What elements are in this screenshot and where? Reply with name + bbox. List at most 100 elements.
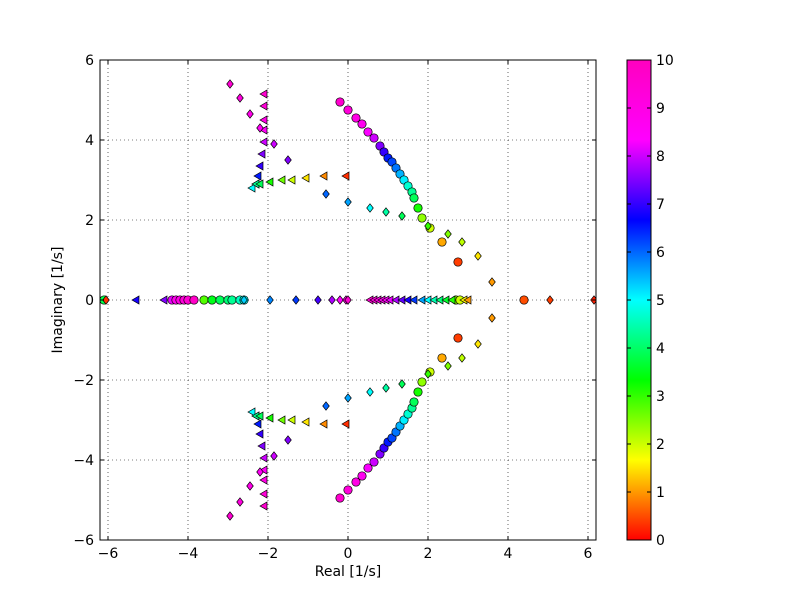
diamond-marker <box>270 451 278 461</box>
x-tick-label: 4 <box>504 546 513 562</box>
diamond-marker <box>322 401 330 411</box>
circle-marker <box>199 295 209 305</box>
diamond-marker <box>382 207 390 217</box>
circle-marker <box>437 353 447 363</box>
diamond-marker <box>344 393 352 403</box>
diamond-marker <box>284 435 292 445</box>
colorbar-tick-label: 2 <box>656 437 665 453</box>
y-tick-label: −6 <box>73 533 94 549</box>
diamond-marker <box>488 277 496 287</box>
diamond-marker <box>270 139 278 149</box>
colorbar-tick-label: 7 <box>656 197 665 213</box>
circle-marker <box>417 213 427 223</box>
triangle-left-marker <box>287 415 296 425</box>
diamond-marker <box>458 237 466 247</box>
colorbar-tick-label: 1 <box>656 485 665 501</box>
diamond-marker <box>488 313 496 323</box>
triangle-left-marker <box>159 295 168 305</box>
triangle-left-marker <box>265 177 274 187</box>
diamond-marker <box>444 361 452 371</box>
diamond-marker <box>398 211 406 221</box>
triangle-left-marker <box>257 149 266 159</box>
y-tick-label: −4 <box>73 453 94 469</box>
triangle-left-marker <box>301 173 310 183</box>
triangle-left-marker <box>259 89 268 99</box>
circle-marker <box>519 295 529 305</box>
y-tick-label: 0 <box>85 293 94 309</box>
circle-marker <box>413 203 423 213</box>
x-tick-label: 2 <box>424 546 433 562</box>
triangle-left-marker <box>253 419 262 429</box>
diamond-marker <box>444 229 452 239</box>
diamond-marker <box>226 79 234 89</box>
circle-marker <box>351 477 361 487</box>
circle-marker <box>363 127 373 137</box>
colorbar-tick-label: 3 <box>656 389 665 405</box>
circle-marker <box>343 105 353 115</box>
colorbar-tick-label: 0 <box>656 533 665 549</box>
circle-marker <box>409 193 419 203</box>
diamond-marker <box>474 339 482 349</box>
triangle-left-marker <box>319 419 328 429</box>
colorbar-tick-label: 8 <box>656 149 665 165</box>
axis-ticks: −6 −4 −2 0 2 4 6 −6 −4 −2 0 2 4 6 <box>73 53 596 562</box>
circle-marker <box>215 295 225 305</box>
diamond-marker <box>246 481 254 491</box>
triangle-left-marker <box>341 171 350 181</box>
triangle-left-marker <box>253 171 262 181</box>
triangle-left-marker <box>259 475 268 485</box>
diamond-marker <box>236 93 244 103</box>
x-tick-label: −2 <box>258 546 279 562</box>
diamond-marker <box>336 295 344 305</box>
triangle-left-marker <box>257 441 266 451</box>
triangle-left-marker <box>259 101 268 111</box>
triangle-left-marker <box>265 413 274 423</box>
colorbar-tick-label: 10 <box>656 53 674 69</box>
diamond-marker <box>322 189 330 199</box>
diamond-marker <box>398 379 406 389</box>
y-tick-label: −2 <box>73 373 94 389</box>
circle-marker <box>343 485 353 495</box>
triangle-left-marker <box>409 295 418 305</box>
diamond-marker <box>546 295 554 305</box>
circle-marker <box>189 295 199 305</box>
triangle-left-marker <box>301 417 310 427</box>
diamond-marker <box>424 369 432 379</box>
triangle-left-marker <box>259 489 268 499</box>
diamond-marker <box>344 197 352 207</box>
diamond-marker <box>474 251 482 261</box>
diamond-marker <box>236 497 244 507</box>
triangle-left-marker <box>319 171 328 181</box>
x-axis-label: Real [1/s] <box>315 564 381 580</box>
diamond-marker <box>102 295 110 305</box>
triangle-left-marker <box>259 115 268 125</box>
diamond-marker <box>424 221 432 231</box>
colorbar-tick-label: 5 <box>656 293 665 309</box>
triangle-left-marker <box>255 411 264 421</box>
circle-marker <box>357 119 367 129</box>
x-tick-label: −6 <box>98 546 119 562</box>
y-tick-label: 6 <box>85 53 94 69</box>
circle-marker <box>417 377 427 387</box>
circle-marker <box>453 333 463 343</box>
triangle-left-marker <box>255 161 264 171</box>
diamond-marker <box>366 203 374 213</box>
y-tick-label: 4 <box>85 133 94 149</box>
diamond-marker <box>382 383 390 393</box>
triangle-left-marker <box>259 137 268 147</box>
diamond-marker <box>266 295 274 305</box>
triangle-left-marker <box>255 429 264 439</box>
circle-marker <box>227 295 237 305</box>
circle-marker <box>351 113 361 123</box>
triangle-left-marker <box>259 453 268 463</box>
triangle-left-marker <box>255 179 264 189</box>
circle-marker <box>335 493 345 503</box>
triangle-left-marker <box>277 415 286 425</box>
diamond-marker <box>246 109 254 119</box>
triangle-left-marker <box>287 175 296 185</box>
diamond-marker <box>256 123 264 133</box>
y-axis-label: Imaginary [1/s] <box>50 247 66 354</box>
x-tick-label: 0 <box>344 546 353 562</box>
circle-marker <box>453 257 463 267</box>
